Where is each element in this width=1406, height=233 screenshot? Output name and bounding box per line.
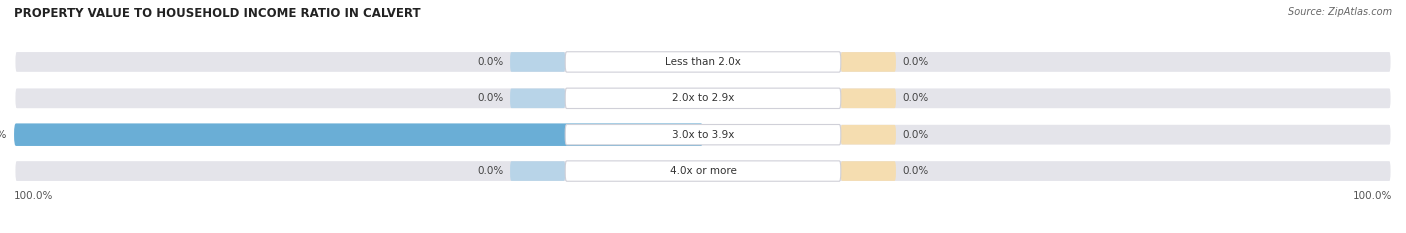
FancyBboxPatch shape — [841, 125, 896, 144]
FancyBboxPatch shape — [841, 89, 896, 108]
Text: 0.0%: 0.0% — [477, 57, 503, 67]
Text: 100.0%: 100.0% — [14, 191, 53, 201]
Text: 2.0x to 2.9x: 2.0x to 2.9x — [672, 93, 734, 103]
Text: 0.0%: 0.0% — [477, 166, 503, 176]
Text: 0.0%: 0.0% — [903, 57, 929, 67]
Text: 0.0%: 0.0% — [903, 130, 929, 140]
FancyBboxPatch shape — [841, 161, 896, 181]
FancyBboxPatch shape — [14, 51, 1392, 73]
FancyBboxPatch shape — [14, 123, 703, 146]
Text: 0.0%: 0.0% — [903, 166, 929, 176]
FancyBboxPatch shape — [565, 52, 841, 72]
FancyBboxPatch shape — [14, 87, 1392, 110]
Text: 100.0%: 100.0% — [0, 130, 7, 140]
FancyBboxPatch shape — [14, 160, 1392, 182]
FancyBboxPatch shape — [510, 89, 565, 108]
FancyBboxPatch shape — [565, 161, 841, 181]
Text: Less than 2.0x: Less than 2.0x — [665, 57, 741, 67]
Text: 100.0%: 100.0% — [1353, 191, 1392, 201]
Text: 0.0%: 0.0% — [477, 93, 503, 103]
FancyBboxPatch shape — [510, 52, 565, 72]
FancyBboxPatch shape — [565, 124, 841, 145]
Text: 3.0x to 3.9x: 3.0x to 3.9x — [672, 130, 734, 140]
Text: 0.0%: 0.0% — [903, 93, 929, 103]
FancyBboxPatch shape — [565, 88, 841, 109]
FancyBboxPatch shape — [14, 123, 1392, 146]
FancyBboxPatch shape — [510, 161, 565, 181]
FancyBboxPatch shape — [841, 52, 896, 72]
Text: PROPERTY VALUE TO HOUSEHOLD INCOME RATIO IN CALVERT: PROPERTY VALUE TO HOUSEHOLD INCOME RATIO… — [14, 7, 420, 20]
Text: Source: ZipAtlas.com: Source: ZipAtlas.com — [1288, 7, 1392, 17]
Text: 4.0x or more: 4.0x or more — [669, 166, 737, 176]
